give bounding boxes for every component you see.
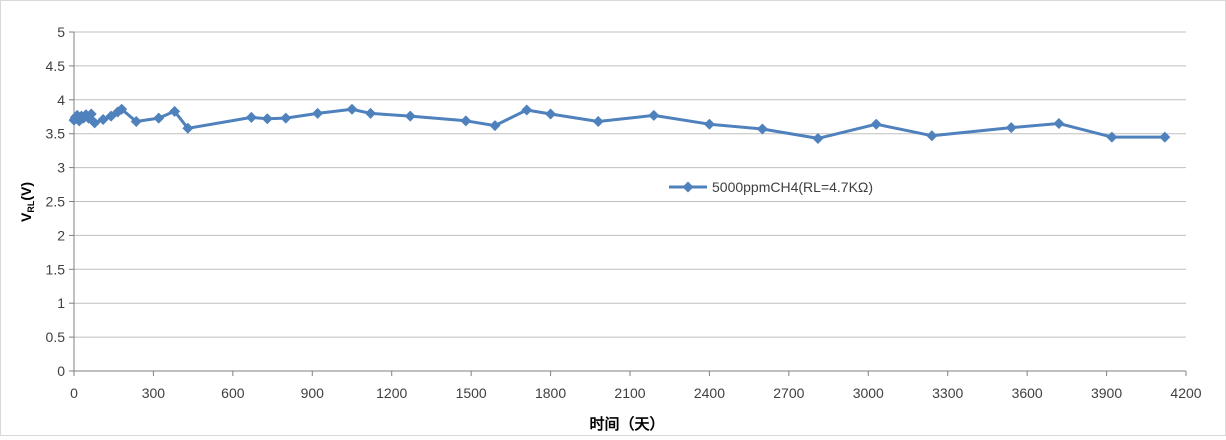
data-point-marker <box>153 112 165 124</box>
x-tick-label: 2400 <box>694 385 725 401</box>
x-tick-label: 4200 <box>1170 385 1201 401</box>
x-tick-label: 2700 <box>773 385 804 401</box>
y-tick-label: 1.5 <box>46 261 66 277</box>
x-axis-title: 时间（天） <box>589 415 664 433</box>
data-point-marker <box>280 112 292 124</box>
y-tick-label: 3.5 <box>46 126 66 142</box>
data-point-marker <box>1053 118 1065 130</box>
y-tick-label: 3 <box>57 160 65 176</box>
x-axis: 0 300 600 900 1200 1500 1800 2100 2400 2700 3000 33… <box>70 370 1202 401</box>
y-axis-title-sub: RL <box>26 200 36 212</box>
y-tick-label: 4 <box>57 92 65 108</box>
legend: 5000ppmCH4(RL=4.7KΩ) <box>669 179 873 195</box>
data-point-marker <box>812 132 824 144</box>
data-point-marker <box>97 113 109 125</box>
data-point-marker <box>489 120 501 132</box>
svg-text:VRL(V): VRL(V) <box>18 182 36 222</box>
data-point-marker <box>89 117 101 129</box>
y-tick-label: 2 <box>57 227 65 243</box>
y-tick-label: 4.5 <box>46 58 66 74</box>
x-tick-label: 3900 <box>1091 385 1122 401</box>
series-layer <box>68 103 1171 144</box>
x-tick-label: 600 <box>221 385 245 401</box>
data-point-marker <box>1005 122 1017 134</box>
data-point-marker <box>521 104 533 116</box>
data-point-marker <box>130 115 142 127</box>
x-tick-label: 0 <box>70 385 78 401</box>
x-tick-label: 900 <box>301 385 325 401</box>
legend-marker <box>682 181 694 193</box>
data-point-marker <box>85 108 97 120</box>
y-tick-label: 1 <box>57 295 65 311</box>
y-axis-title-unit: (V) <box>18 182 34 201</box>
data-point-marker <box>116 103 128 115</box>
data-point-marker <box>245 111 257 123</box>
data-point-marker <box>312 107 324 119</box>
data-point-marker <box>1159 131 1171 143</box>
gridlines <box>74 31 1186 372</box>
x-tick-label: 2100 <box>614 385 645 401</box>
data-point-marker <box>703 118 715 130</box>
data-point-marker <box>460 115 472 127</box>
x-tick-label: 1800 <box>535 385 566 401</box>
x-tick-label: 300 <box>142 385 166 401</box>
y-axis-title: VRL(V) <box>18 182 36 222</box>
data-point-marker <box>169 105 181 117</box>
data-point-marker <box>182 122 194 134</box>
legend-label: 5000ppmCH4(RL=4.7KΩ) <box>712 179 873 195</box>
y-tick-label: 2.5 <box>46 194 66 210</box>
data-point-marker <box>648 109 660 121</box>
data-point-marker <box>870 118 882 130</box>
data-point-marker <box>592 115 604 127</box>
y-axis: 0 0.5 1 1.5 2 2.5 3 3.5 4 4.5 5 <box>46 24 75 379</box>
y-tick-label: 0 <box>57 363 65 379</box>
y-tick-label: 5 <box>57 24 65 40</box>
y-axis-title-main: V <box>18 212 34 222</box>
data-point-marker <box>404 110 416 122</box>
x-tick-label: 3000 <box>853 385 884 401</box>
x-tick-label: 3600 <box>1012 385 1043 401</box>
data-point-marker <box>1106 131 1118 143</box>
data-point-marker <box>756 123 768 135</box>
x-tick-label: 1500 <box>456 385 487 401</box>
data-point-marker <box>365 107 377 119</box>
data-point-marker <box>926 130 938 142</box>
x-tick-label: 1200 <box>376 385 407 401</box>
data-point-marker <box>545 108 557 120</box>
y-tick-label: 0.5 <box>46 329 66 345</box>
x-tick-label: 3300 <box>932 385 963 401</box>
data-point-marker <box>346 103 358 115</box>
data-point-marker <box>261 113 273 125</box>
